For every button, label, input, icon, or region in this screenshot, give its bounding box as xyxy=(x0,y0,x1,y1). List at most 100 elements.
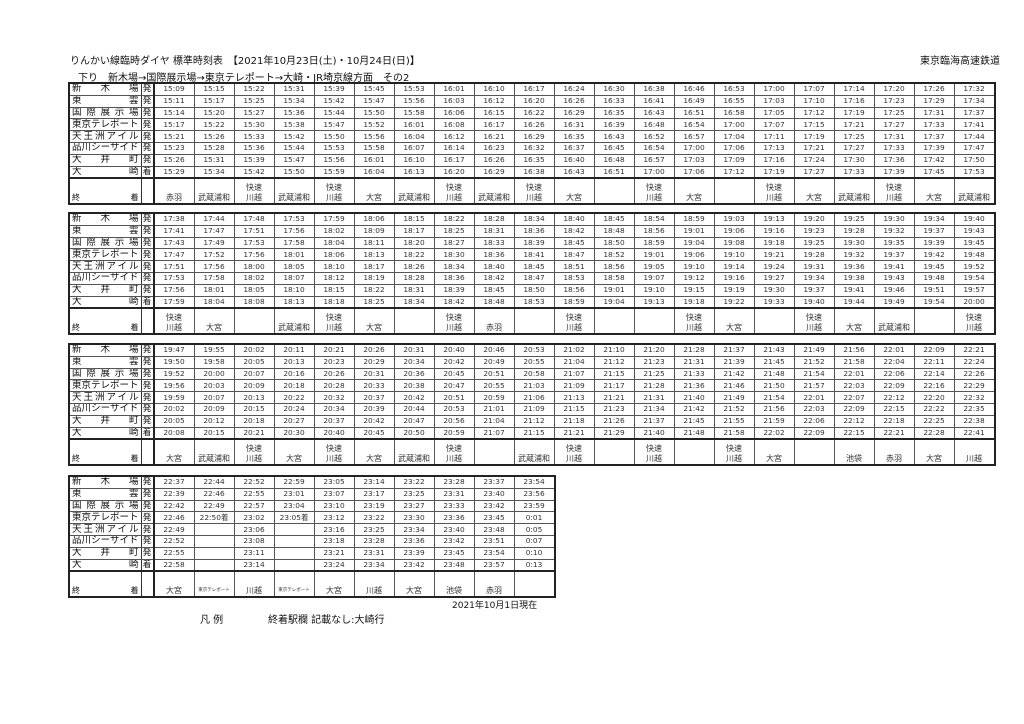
legend-heading: 凡 例 xyxy=(200,615,224,626)
time-cell: 16:10 xyxy=(393,153,435,167)
time-cell: 19:52 xyxy=(953,260,996,273)
time-cell: 20:05 xyxy=(233,355,275,369)
time-cell: 16:35 xyxy=(553,130,595,143)
time-cell: 20:09 xyxy=(193,402,235,416)
time-cell: 20:30 xyxy=(273,426,315,440)
time-cell: 20:05 xyxy=(153,414,195,428)
station-name: 大井町 xyxy=(68,153,142,167)
time-cell: 16:22 xyxy=(513,106,555,120)
time-cell: 23:06 xyxy=(233,523,275,536)
destination-cell: 赤羽 xyxy=(153,177,195,205)
time-cell: 19:32 xyxy=(833,248,875,262)
time-cell: 19:38 xyxy=(833,271,875,285)
time-cell: 18:59 xyxy=(673,212,715,226)
time-cell: 20:16 xyxy=(273,367,315,381)
time-cell: 22:35 xyxy=(953,402,996,416)
time-cell: 16:38 xyxy=(633,82,675,96)
time-cell: 22:38 xyxy=(953,414,996,428)
station-name: 大崎 xyxy=(68,558,142,572)
time-cell: 16:45 xyxy=(593,141,635,155)
time-cell: 21:09 xyxy=(513,402,555,416)
time-cell: 21:26 xyxy=(593,414,635,428)
station-row: 東京テレポート発 19:56 20:03 20:09 20:18 20:28 20:33 20… xyxy=(68,379,996,393)
time-cell: 23:54 xyxy=(513,475,556,489)
time-cell: 22:49 xyxy=(153,523,195,536)
station-row: 新木場発 15:09 15:15 15:22 15:31 15:39 15:45 15:53 1… xyxy=(68,82,996,96)
dep-arr-mark: 発 xyxy=(140,141,155,155)
time-cell: 19:31 xyxy=(793,260,835,273)
station-name: 東京テレポート xyxy=(68,379,142,393)
time-cell: 17:03 xyxy=(753,94,795,108)
time-cell: 17:53 xyxy=(153,271,195,285)
time-cell: 20:49 xyxy=(473,355,515,369)
time-cell: 18:36 xyxy=(513,224,555,238)
time-cell: 21:36 xyxy=(673,379,715,393)
time-cell: 20:08 xyxy=(153,426,195,440)
time-cell: 19:01 xyxy=(673,224,715,238)
dep-arr-mark: 発 xyxy=(140,523,155,536)
time-cell: 22:44 xyxy=(193,475,235,489)
station-row: 国際展示場発 15:14 15:20 15:27 15:36 15:44 15:50 15:5… xyxy=(68,106,996,120)
time-cell: 17:00 xyxy=(633,165,675,179)
time-cell: 18:28 xyxy=(393,271,435,285)
time-cell: 17:47 xyxy=(953,141,996,155)
time-cell: 20:11 xyxy=(273,343,315,357)
time-cell: 23:31 xyxy=(353,546,395,560)
destination-name: 大宮 xyxy=(926,454,943,464)
time-cell: 23:12 xyxy=(313,511,355,525)
station-row: 東雲発 15:11 15:17 15:25 15:34 15:42 15:47 15:56 16… xyxy=(68,94,996,108)
time-cell: 23:54 xyxy=(473,546,515,560)
time-cell: 19:06 xyxy=(673,248,715,262)
destination-cell: 武蔵浦和 xyxy=(873,307,915,335)
time-cell: 20:09 xyxy=(233,379,275,393)
time-cell: 18:07 xyxy=(273,271,315,285)
time-cell: 16:17 xyxy=(473,118,515,132)
time-cell: 23:21 xyxy=(313,546,355,560)
time-cell: 23:08 xyxy=(233,534,275,548)
time-cell: 17:31 xyxy=(873,130,915,143)
destination-cell: 武蔵浦和 xyxy=(513,438,555,466)
time-cell: 23:05 xyxy=(313,475,355,489)
time-cell: 16:12 xyxy=(433,130,475,143)
time-cell: 21:59 xyxy=(753,414,795,428)
destination-name: 武蔵浦和 xyxy=(838,193,871,203)
time-cell: 16:52 xyxy=(633,130,675,143)
time-cell: 20:55 xyxy=(513,355,555,369)
time-cell: 23:48 xyxy=(433,558,475,572)
station-row: 品川シーサイド発 20:02 20:09 20:15 20:24 20:34 20:39 20… xyxy=(68,402,996,416)
time-cell: 23:45 xyxy=(433,546,475,560)
destination-name: 大宮 xyxy=(846,323,863,333)
time-cell: 19:45 xyxy=(953,236,996,250)
time-cell: 21:48 xyxy=(753,367,795,381)
time-cell: 17:23 xyxy=(873,94,915,108)
destination-cell: 大宮 xyxy=(313,570,355,598)
destination-cell: 快速 川越 xyxy=(553,307,595,335)
time-cell: 21:42 xyxy=(673,402,715,416)
time-cell: 18:48 xyxy=(593,224,635,238)
station-row: 大井町発 15:26 15:31 15:39 15:47 15:56 16:01 16:10 1… xyxy=(68,153,996,167)
time-cell: 15:25 xyxy=(233,94,275,108)
station-name: 東雲 xyxy=(68,224,142,238)
direction-subtitle: 下り 新木場→国際展示場→東京テレポート→大崎・JR埼京線方面 その2 xyxy=(78,73,410,84)
time-cell: 19:51 xyxy=(913,283,955,297)
time-cell: 16:26 xyxy=(513,118,555,132)
destination-name: 赤羽 xyxy=(486,323,503,333)
dep-arr-mark: 発 xyxy=(140,130,155,143)
station-name: 品川シーサイド xyxy=(68,141,142,155)
time-cell: 19:15 xyxy=(673,283,715,297)
time-cell: 18:52 xyxy=(593,248,635,262)
dep-arr-mark: 発 xyxy=(140,487,155,501)
time-cell: 22:55 xyxy=(153,546,195,560)
time-cell: 0:10 xyxy=(513,546,556,560)
time-cell: 19:10 xyxy=(713,248,755,262)
time-cell: 21:07 xyxy=(473,426,515,440)
time-cell: 16:54 xyxy=(673,118,715,132)
time-cell: 21:54 xyxy=(753,391,795,404)
time-cell: 21:39 xyxy=(713,355,755,369)
destination-name: 大宮 xyxy=(166,586,183,596)
destination-mark-blank xyxy=(140,307,155,335)
destination-cell: 快速 川越 xyxy=(633,438,675,466)
time-cell: 19:25 xyxy=(833,212,875,226)
time-cell: 17:12 xyxy=(793,106,835,120)
station-row: 新木場発 22:37 22:44 22:52 22:59 23:05 23:14 23:22 2… xyxy=(68,475,556,489)
